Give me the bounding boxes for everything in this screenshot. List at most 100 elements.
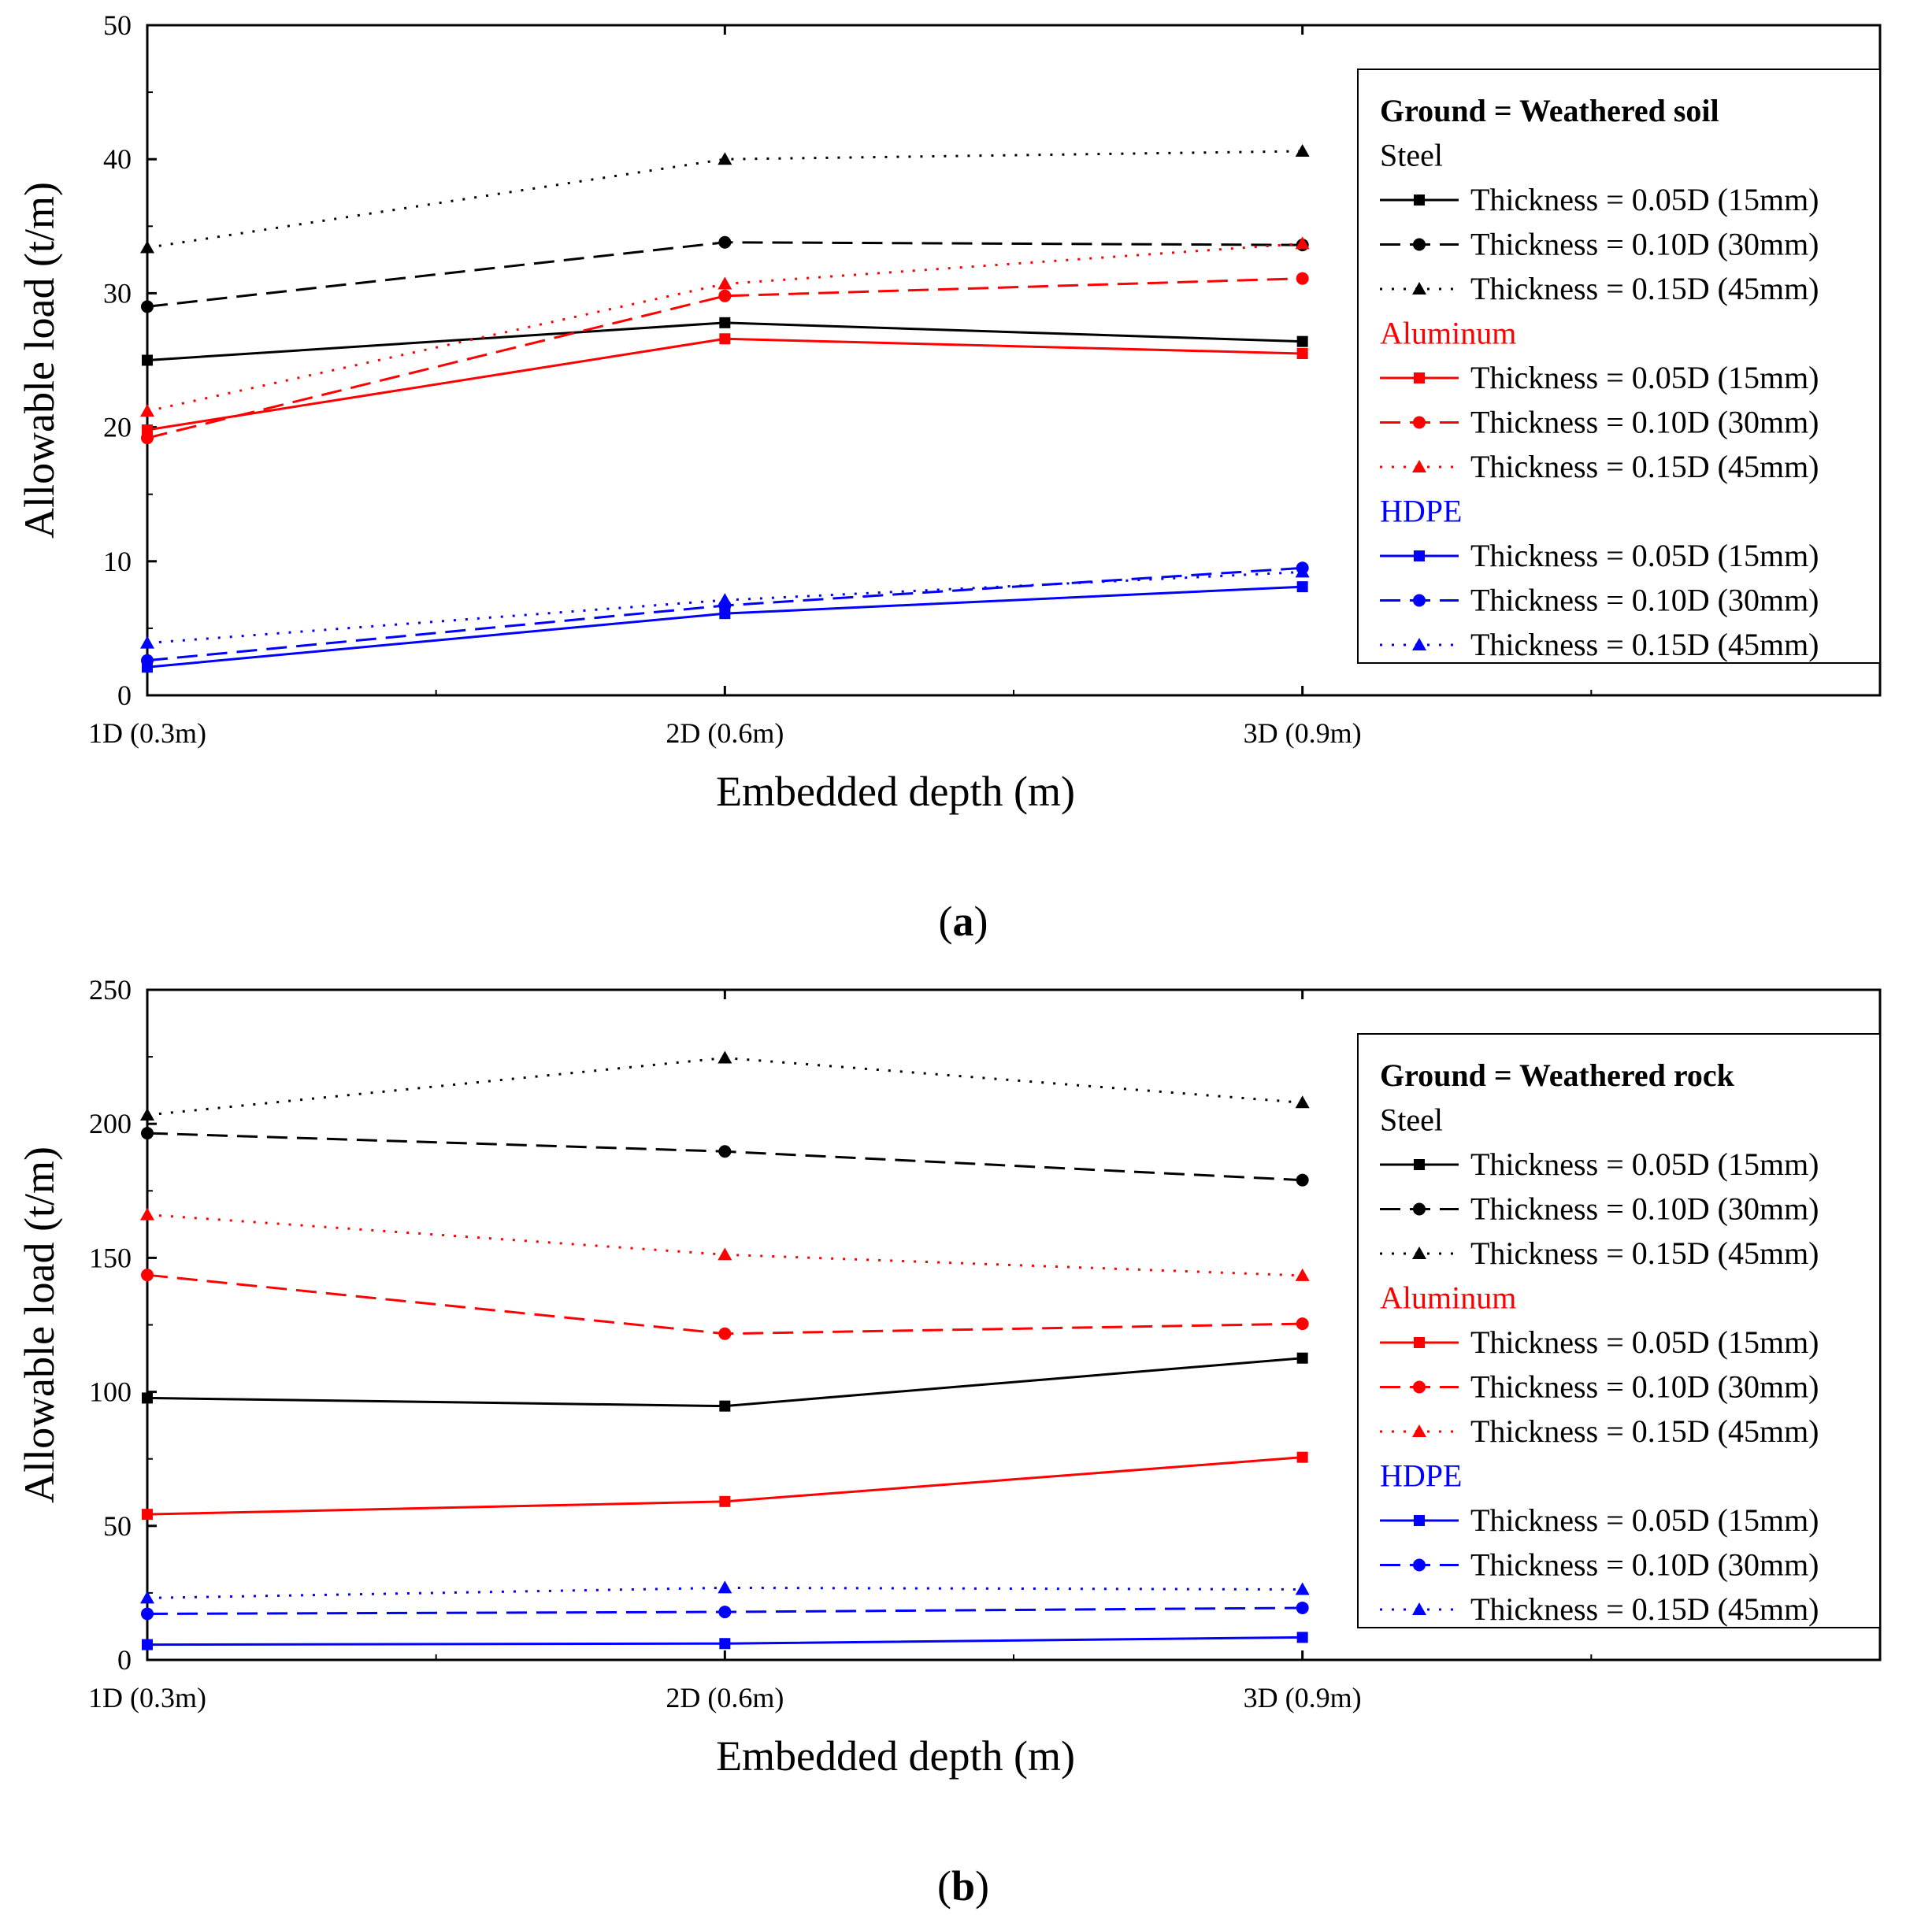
series-line [146, 1056, 1303, 1117]
y-tick-label: 0 [117, 1644, 132, 1676]
legend-entry-label: Thickness = 0.05D (15mm) [1470, 1324, 1819, 1360]
data-point [141, 1607, 154, 1621]
legend-marker [1412, 1247, 1426, 1259]
legend-entry: Thickness = 0.10D (30mm) [1380, 405, 1819, 440]
legend-entry-label: Thickness = 0.15D (45mm) [1470, 1235, 1819, 1271]
y-tick-label: 250 [89, 974, 132, 1006]
x-tick-label: 3D (0.9m) [1244, 1682, 1362, 1713]
series-line [146, 1213, 1303, 1277]
legend-marker [1414, 372, 1425, 383]
series-aluminum-circle [141, 1269, 1309, 1340]
legend-entry-label: Thickness = 0.05D (15mm) [1470, 182, 1819, 217]
data-point [1296, 335, 1308, 347]
legend: Ground = Weathered soil Steel Thickness = … [1357, 69, 1881, 664]
data-point [140, 1107, 154, 1121]
series-line [146, 1273, 1303, 1335]
caption-close-paren: ) [975, 1862, 989, 1910]
panel-caption: (b) [937, 1862, 989, 1910]
legend-marker [1412, 1424, 1426, 1437]
caption-open-paren: ( [939, 898, 953, 945]
legend-entry: Thickness = 0.05D (15mm) [1380, 360, 1819, 395]
legend-marker [1413, 1202, 1426, 1216]
data-point [718, 152, 732, 165]
series-line [146, 1357, 1303, 1408]
series-hdpe-triangle [140, 565, 1310, 649]
data-point [719, 333, 731, 345]
caption-open-paren: ( [937, 1862, 951, 1910]
data-point [141, 654, 154, 667]
data-point [1295, 1095, 1310, 1109]
data-point [140, 635, 154, 649]
x-tick-label: 3D (0.9m) [1244, 717, 1362, 749]
legend-entry: Thickness = 0.10D (30mm) [1380, 227, 1819, 262]
legend-marker [1414, 1159, 1425, 1170]
legend-entry-label: Thickness = 0.10D (30mm) [1470, 1547, 1819, 1583]
legend-entry-label: Thickness = 0.05D (15mm) [1470, 1147, 1819, 1182]
series-steel-square [142, 317, 1308, 366]
legend-entry-label: Thickness = 0.15D (45mm) [1470, 1413, 1819, 1449]
legend-marker [1414, 194, 1425, 206]
series-steel-square [142, 1352, 1308, 1412]
legend-entry: Thickness = 0.05D (15mm) [1380, 1502, 1819, 1538]
data-point [1296, 1173, 1309, 1187]
legend-marker [1414, 1515, 1425, 1526]
data-point [718, 593, 732, 606]
legend-entry-label: Thickness = 0.10D (30mm) [1470, 583, 1819, 618]
legend-entry: Thickness = 0.15D (45mm) [1380, 449, 1819, 484]
legend-title: Ground = Weathered soil [1380, 93, 1719, 128]
data-point [718, 289, 732, 302]
legend-marker [1412, 638, 1426, 650]
series-aluminum-triangle [140, 236, 1310, 417]
data-point [1296, 1451, 1308, 1463]
x-tick-label: 2D (0.6m) [666, 717, 784, 749]
legend-entry: Thickness = 0.15D (45mm) [1380, 627, 1819, 662]
data-point [719, 1495, 731, 1507]
legend-entry: Thickness = 0.10D (30mm) [1380, 583, 1819, 618]
legend-entry: Thickness = 0.15D (45mm) [1380, 271, 1819, 306]
data-point [719, 1400, 731, 1412]
legend-marker [1414, 550, 1425, 561]
data-point [1296, 272, 1309, 285]
series-aluminum-triangle [140, 1207, 1310, 1281]
y-tick-label: 0 [117, 680, 132, 711]
data-point [718, 1247, 732, 1261]
series-line [146, 277, 1303, 439]
x-tick-label: 1D (0.3m) [88, 717, 206, 749]
legend-group-label: Steel [1380, 138, 1443, 173]
y-tick-label: 100 [89, 1376, 132, 1408]
y-tick-label: 30 [103, 277, 132, 309]
data-point [719, 1638, 731, 1650]
legend-marker [1413, 1380, 1426, 1394]
y-tick-label: 200 [89, 1108, 132, 1139]
legend-entry: Thickness = 0.15D (45mm) [1380, 1413, 1819, 1449]
legend-marker [1414, 1337, 1425, 1348]
legend-entry-label: Thickness = 0.10D (30mm) [1470, 1191, 1819, 1227]
legend-entry: Thickness = 0.05D (15mm) [1380, 1147, 1819, 1182]
chart-panel-a: 0 10 20 30 40 50 1D (0.3m) 2D (0.6m) 3D (0.9m) Em… [16, 9, 1882, 945]
y-tick-label: 40 [103, 143, 132, 175]
x-tick-label: 2D (0.6m) [666, 1682, 784, 1713]
data-point [718, 1050, 732, 1064]
y-tick-label: 50 [103, 9, 132, 41]
caption-letter: a [953, 898, 974, 945]
data-point [718, 1145, 732, 1158]
legend-marker [1413, 1558, 1426, 1572]
data-point [141, 300, 154, 313]
data-point [140, 1591, 154, 1604]
series-hdpe-square [142, 1632, 1308, 1650]
data-point [141, 432, 154, 445]
data-point [140, 404, 154, 417]
data-point [142, 1392, 153, 1404]
series-steel-circle [141, 1127, 1309, 1187]
data-point [141, 1127, 154, 1140]
legend-entry: Thickness = 0.10D (30mm) [1380, 1369, 1819, 1405]
data-point [719, 317, 731, 328]
legend-group-label: HDPE [1380, 1458, 1462, 1494]
legend-entry-label: Thickness = 0.15D (45mm) [1470, 449, 1819, 484]
y-tick-label: 20 [103, 412, 132, 443]
legend-entry: Thickness = 0.05D (15mm) [1380, 1324, 1819, 1360]
legend-entry-label: Thickness = 0.10D (30mm) [1470, 227, 1819, 262]
series-aluminum-square [142, 1451, 1308, 1521]
series-line [146, 150, 1303, 250]
data-point [140, 1207, 154, 1221]
